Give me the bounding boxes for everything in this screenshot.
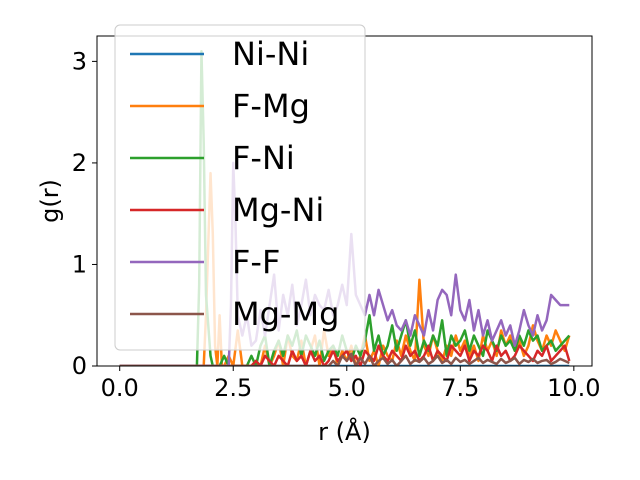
y-axis: 0 1 2 3 xyxy=(72,47,97,380)
legend-label-f-ni: F-Ni xyxy=(232,139,295,177)
x-axis-label: r (Å) xyxy=(318,417,371,446)
x-tick-label: 7.5 xyxy=(441,374,479,402)
legend-label-f-mg: F-Mg xyxy=(232,87,310,125)
legend-label-mg-mg: Mg-Mg xyxy=(232,295,339,333)
legend-label-f-f: F-F xyxy=(232,243,280,281)
legend-label-ni-ni: Ni-Ni xyxy=(232,35,309,73)
y-axis-label: g(r) xyxy=(36,179,64,223)
y-tick-label: 2 xyxy=(72,149,87,177)
series-line-f-ni xyxy=(119,49,571,366)
series-line-mg-mg xyxy=(119,352,570,366)
y-tick-label: 0 xyxy=(72,352,87,380)
x-tick-label: 5.0 xyxy=(328,374,366,402)
y-tick-label: 1 xyxy=(72,250,87,278)
y-tick-label: 3 xyxy=(72,47,87,75)
legend: Ni-Ni F-Mg F-Ni Mg-Ni F-F Mg-Mg xyxy=(114,24,366,351)
legend-label-mg-ni: Mg-Ni xyxy=(232,191,324,229)
series-line-mg-ni xyxy=(119,344,571,366)
x-axis: 0.0 2.5 5.0 7.5 10.0 xyxy=(101,366,601,402)
x-tick-label: 10.0 xyxy=(547,374,600,402)
x-tick-label: 2.5 xyxy=(214,374,252,402)
x-tick-label: 0.0 xyxy=(101,374,139,402)
